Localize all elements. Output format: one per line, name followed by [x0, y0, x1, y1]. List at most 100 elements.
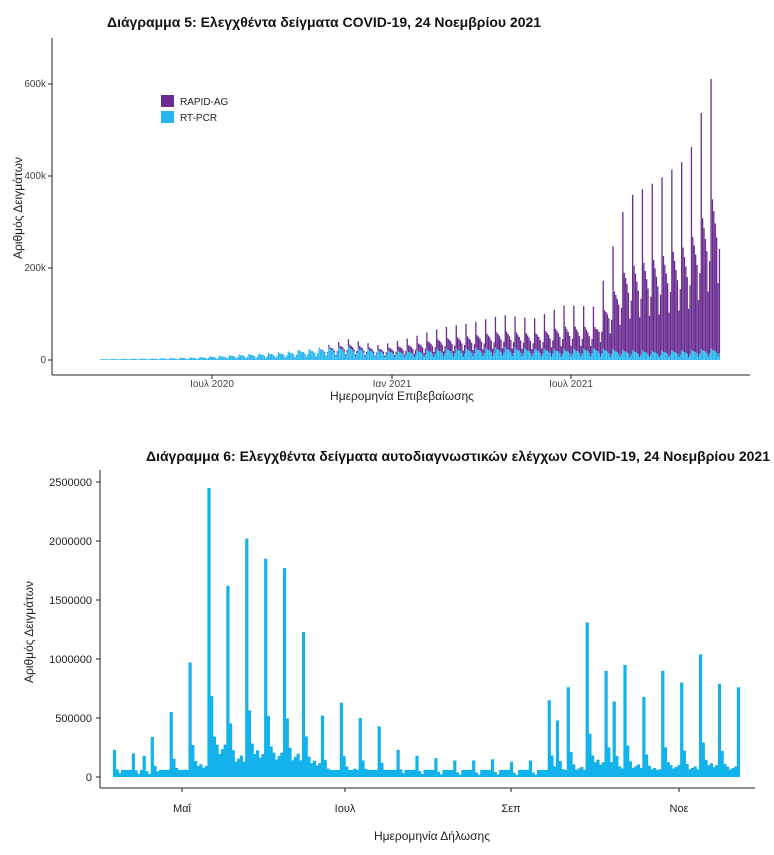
rapid-ag-bar — [550, 347, 553, 357]
self-test-bar — [369, 769, 373, 777]
rt-pcr-bar — [564, 350, 567, 360]
rapid-ag-bar — [651, 183, 653, 351]
rt-pcr-bar — [224, 357, 226, 360]
rapid-ag-bar — [521, 348, 523, 357]
rt-pcr-bar — [142, 358, 144, 360]
rapid-ag-bar — [609, 333, 611, 357]
self-test-bar — [239, 755, 243, 777]
rapid-ag-bar — [479, 338, 481, 351]
rapid-ag-bar — [461, 343, 463, 353]
rt-pcr-bar — [231, 355, 233, 360]
rt-pcr-bar — [324, 352, 326, 360]
self-test-bar — [626, 745, 630, 777]
rt-pcr-bar — [154, 358, 156, 360]
rt-pcr-bar — [297, 350, 299, 360]
rapid-ag-bar — [531, 349, 533, 357]
chart-6-y-tick: 0 — [86, 772, 92, 784]
self-test-bar — [420, 774, 424, 777]
rt-pcr-bar — [707, 356, 709, 360]
rt-pcr-bar — [430, 351, 432, 360]
self-test-bar — [358, 718, 362, 777]
rt-pcr-bar — [349, 348, 351, 360]
self-test-bar — [175, 767, 179, 777]
self-test-bar — [696, 769, 700, 777]
rt-pcr-bar — [326, 353, 329, 360]
rt-pcr-bar — [718, 353, 721, 360]
rt-pcr-bar — [133, 358, 135, 360]
self-test-bar — [126, 769, 130, 777]
rt-pcr-bar — [417, 351, 420, 360]
self-test-bar — [293, 756, 297, 777]
rapid-ag-bar — [588, 336, 590, 353]
rapid-ag-bar — [426, 332, 428, 350]
rt-pcr-bar — [287, 351, 289, 360]
rt-pcr-bar — [422, 353, 424, 360]
rt-pcr-bar — [273, 355, 275, 360]
rt-pcr-bar — [272, 354, 274, 360]
rt-pcr-bar — [293, 354, 295, 360]
self-test-bar — [580, 767, 584, 777]
rt-pcr-bar — [294, 357, 296, 360]
rt-pcr-bar — [447, 350, 449, 360]
rt-pcr-bar — [398, 351, 400, 360]
rapid-ag-bar — [636, 281, 638, 353]
chart-6-x-tick: Ιουλ — [335, 803, 356, 815]
rapid-ag-bar — [367, 343, 369, 349]
self-test-bar — [539, 769, 543, 777]
self-test-bar — [204, 766, 208, 777]
rt-pcr-bar — [405, 354, 407, 360]
rt-pcr-bar — [415, 354, 417, 360]
rt-pcr-bar — [667, 354, 669, 360]
self-test-bar — [512, 772, 516, 777]
rapid-ag-bar — [563, 305, 565, 349]
rt-pcr-bar — [504, 347, 506, 360]
rt-pcr-bar — [146, 359, 148, 360]
chart-5-y-tick: 0 — [40, 355, 46, 366]
rt-pcr-bar — [259, 354, 261, 360]
self-test-bar — [636, 764, 641, 777]
self-test-bar — [272, 752, 276, 777]
rapid-ag-bar — [529, 340, 532, 353]
rapid-ag-bar — [343, 349, 345, 352]
rt-pcr-bar — [116, 359, 119, 360]
rapid-ag-bar — [325, 355, 327, 357]
self-test-bar — [385, 769, 389, 777]
rapid-ag-bar — [345, 354, 347, 356]
self-test-bar — [169, 712, 173, 777]
rt-pcr-bar — [244, 356, 246, 360]
rt-pcr-bar — [697, 356, 700, 360]
self-test-bar — [115, 769, 119, 777]
rapid-ag-bar — [665, 273, 667, 353]
rt-pcr-bar — [671, 350, 673, 360]
rt-pcr-bar — [223, 356, 225, 360]
rt-pcr-bar — [249, 354, 252, 360]
rt-pcr-bar — [150, 358, 152, 360]
rt-pcr-bar — [420, 352, 422, 360]
rapid-ag-bar — [450, 341, 452, 352]
rapid-ag-bar — [420, 345, 422, 353]
self-test-bar — [215, 744, 219, 777]
chart-5-x-tick: Ιουλ 2020 — [190, 379, 234, 390]
chart-6-y-tick: 500000 — [55, 713, 92, 725]
rapid-ag-bar — [346, 350, 348, 353]
self-test-bar — [380, 762, 384, 777]
self-test-bar — [555, 720, 560, 777]
rt-pcr-bar — [613, 350, 616, 360]
rt-pcr-bar — [242, 355, 245, 360]
rt-pcr-bar — [167, 359, 169, 360]
self-test-bar — [672, 768, 676, 777]
rt-pcr-bar — [571, 353, 574, 360]
self-test-bar — [566, 687, 570, 777]
rapid-ag-bar — [342, 347, 344, 350]
rt-pcr-bar — [665, 352, 667, 360]
rapid-ag-bar — [388, 347, 390, 352]
rt-pcr-bar — [157, 359, 159, 360]
rt-pcr-bar — [139, 359, 141, 360]
self-test-bar — [301, 631, 306, 777]
self-test-bar — [404, 769, 408, 777]
self-test-bar — [177, 769, 181, 777]
rapid-ag-bar — [716, 237, 718, 353]
rt-pcr-bar — [108, 359, 110, 360]
rt-pcr-bar — [119, 359, 121, 360]
self-test-bar — [623, 664, 627, 777]
